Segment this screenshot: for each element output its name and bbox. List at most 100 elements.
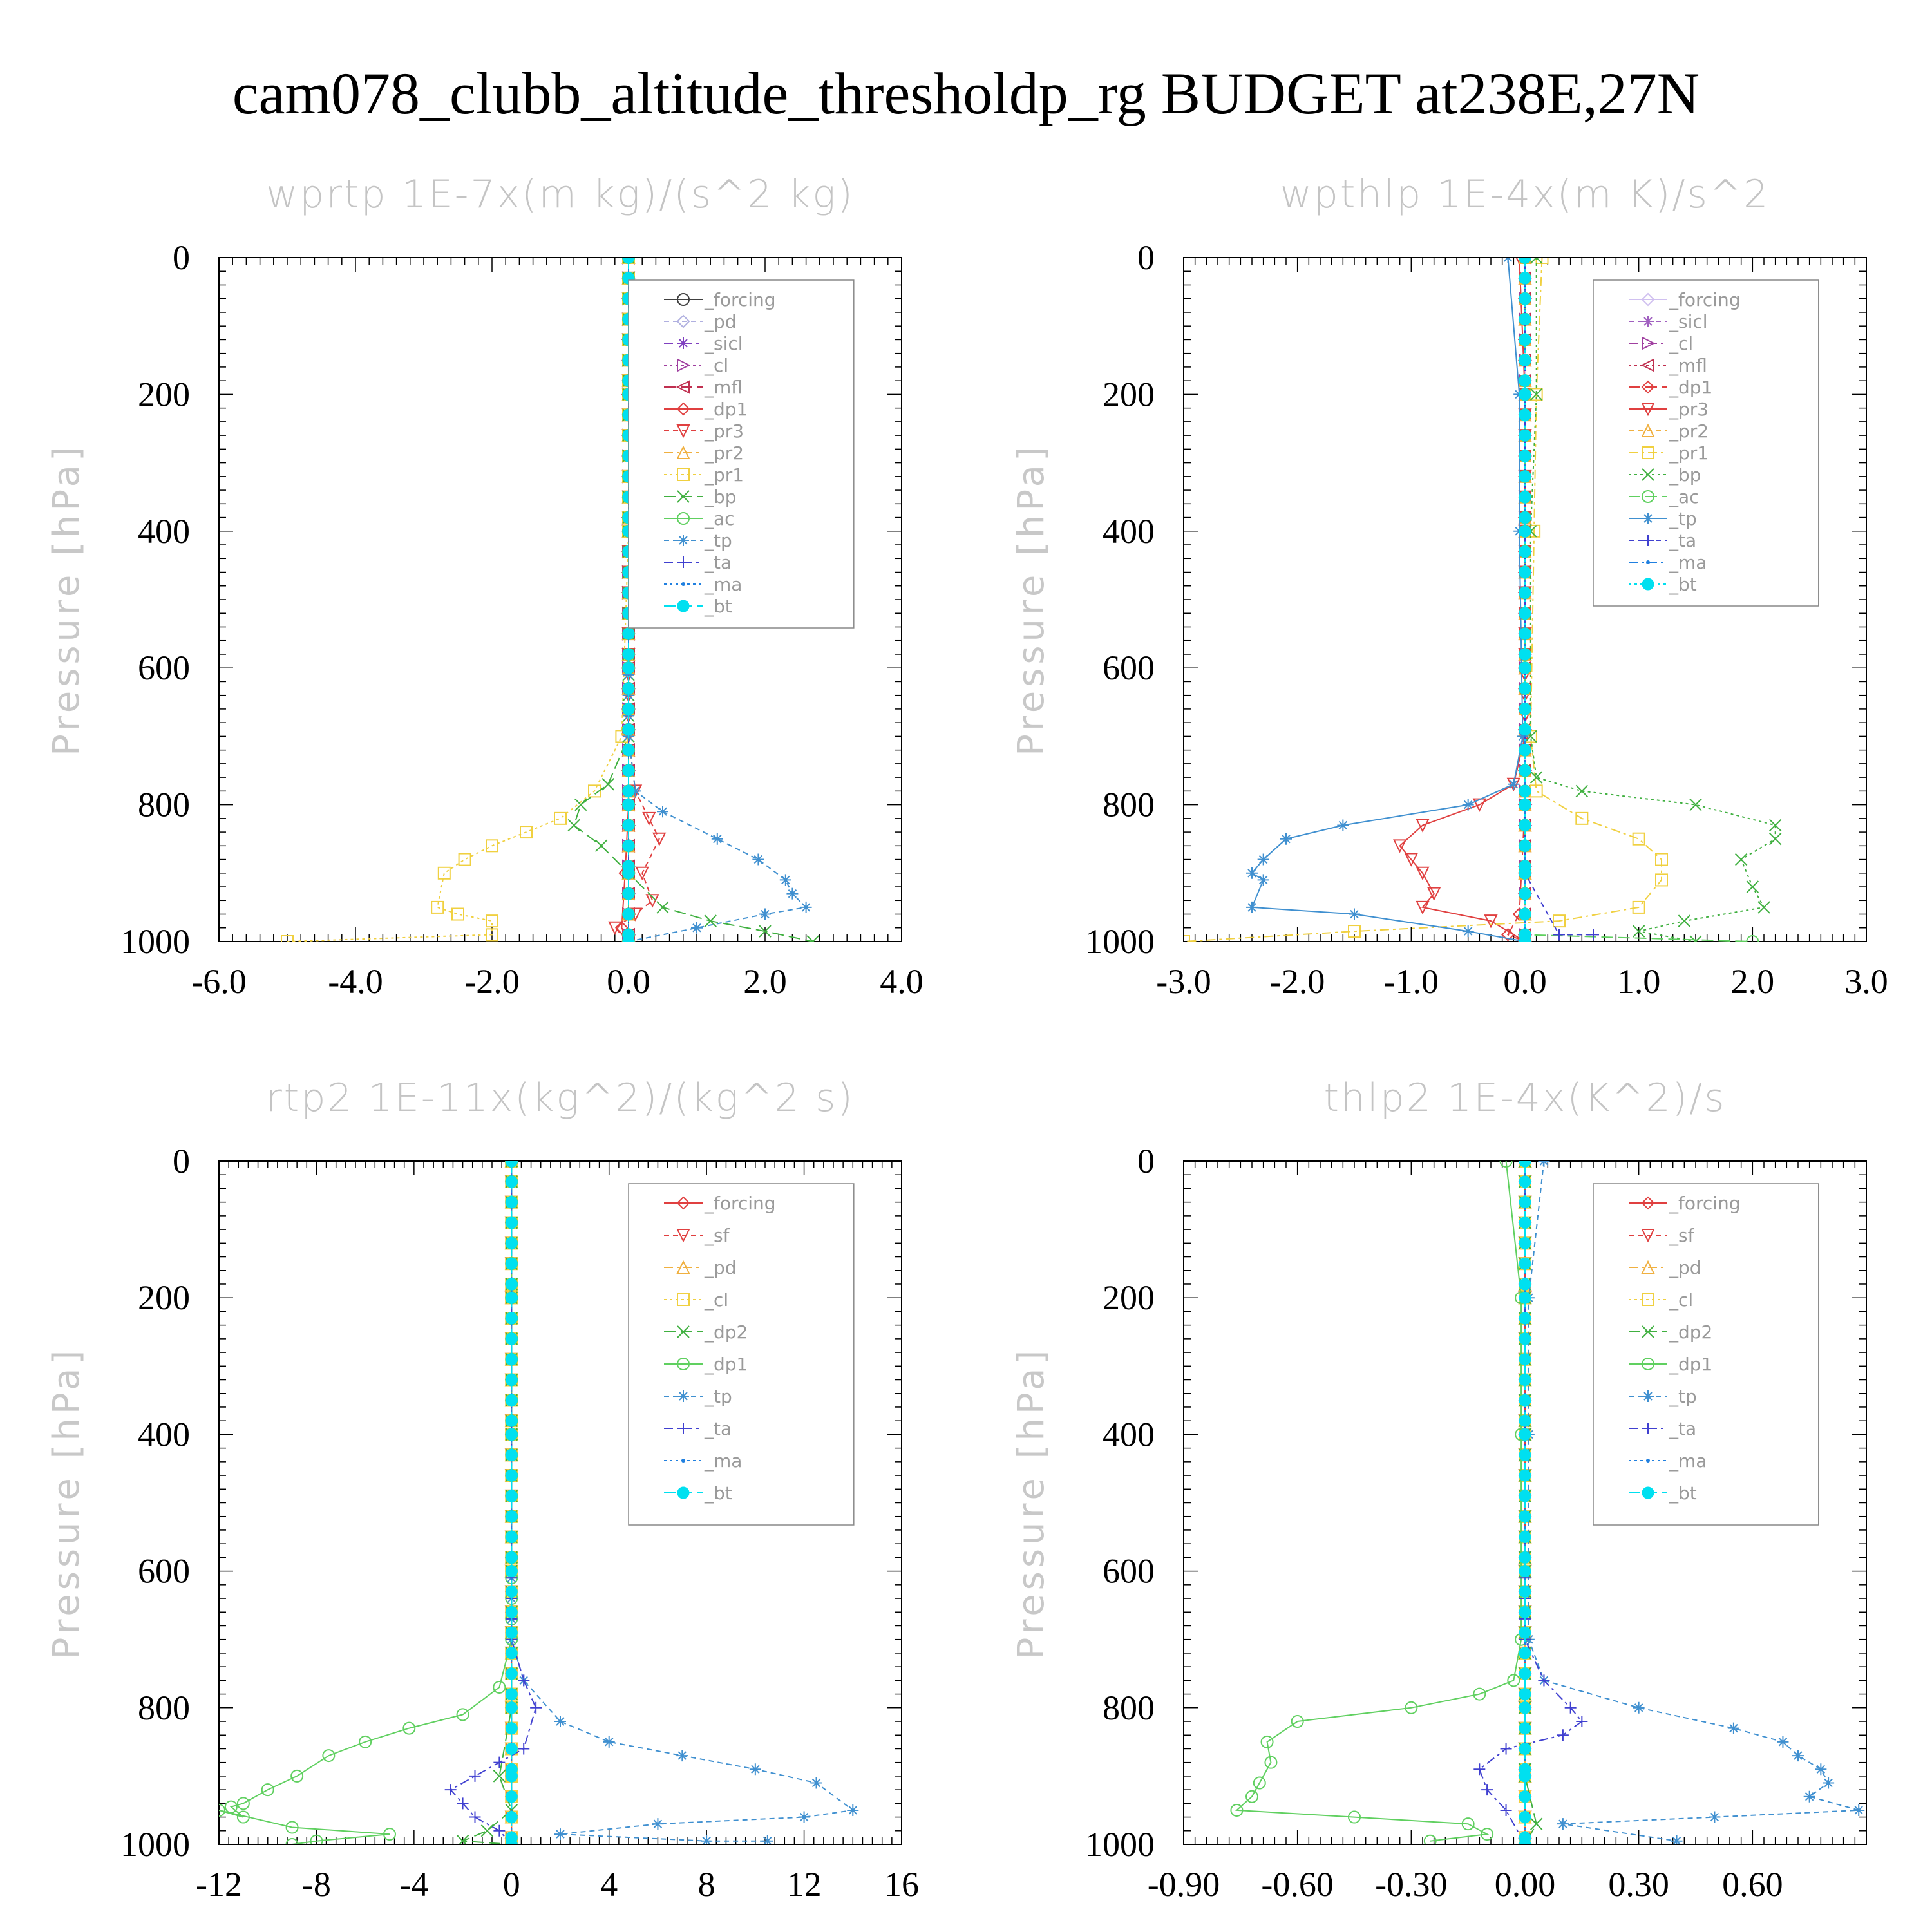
data-point <box>657 806 668 818</box>
legend-label: _pd <box>704 311 737 332</box>
data-point <box>676 1750 688 1762</box>
legend-box <box>1593 279 1819 607</box>
data-point <box>1519 723 1531 736</box>
y-tick-label: 200 <box>1103 1278 1155 1317</box>
x-tick-label: 4.0 <box>880 962 923 1001</box>
legend-label: _pr1 <box>704 464 744 486</box>
y-tick-label: 0 <box>1137 1142 1155 1180</box>
data-point <box>281 935 294 942</box>
x-tick-label: -4.0 <box>328 962 383 1001</box>
data-point <box>1519 1469 1531 1482</box>
data-point <box>1519 1585 1531 1598</box>
data-point <box>603 1736 615 1748</box>
legend-label: _pr3 <box>704 421 744 442</box>
data-point <box>493 1756 506 1768</box>
data-point <box>1416 900 1430 915</box>
data-point <box>1291 1715 1304 1728</box>
data-point <box>1632 832 1645 846</box>
data-point <box>622 908 635 921</box>
legend-marker <box>1641 1229 1655 1243</box>
legend-label: _pr2 <box>1669 421 1709 442</box>
data-point <box>701 1835 713 1844</box>
data-point <box>1393 839 1407 853</box>
data-point <box>1481 1828 1494 1841</box>
data-point <box>1416 819 1430 833</box>
legend-marker <box>1646 1459 1650 1463</box>
y-tick-label: 1000 <box>1085 922 1155 961</box>
data-point <box>505 1490 518 1502</box>
data-point <box>594 839 608 853</box>
data-point <box>752 853 764 866</box>
series-line <box>1399 258 1526 942</box>
legend-marker <box>681 1459 685 1463</box>
legend-label: _ta <box>704 1418 732 1439</box>
legend-marker <box>1642 513 1654 524</box>
legend-marker <box>677 1293 690 1306</box>
data-point <box>457 1797 469 1810</box>
data-point <box>1519 682 1531 695</box>
panel-title: thlp2 1E-4x(K^2)/s <box>1323 1075 1726 1121</box>
series-line <box>1528 1161 1859 1842</box>
y-tick-label: 400 <box>138 1415 190 1454</box>
legend-marker <box>676 380 690 394</box>
legend-label: _bt <box>1669 1482 1697 1504</box>
data-point <box>622 703 635 715</box>
legend-label: _pr3 <box>1669 399 1709 420</box>
data-point <box>236 1797 250 1810</box>
y-tick-label: 0 <box>1137 238 1155 277</box>
data-point <box>1501 927 1515 942</box>
data-point <box>1553 929 1565 941</box>
data-point <box>518 1743 530 1755</box>
data-point <box>1671 1835 1683 1844</box>
panel-title: wprtp 1E-7x(m kg)/(s^2 kg) <box>266 172 855 217</box>
data-point <box>623 668 634 681</box>
data-point <box>711 833 723 845</box>
x-tick-label: 16 <box>884 1865 919 1904</box>
data-point <box>1405 1701 1418 1714</box>
data-point <box>1519 1490 1531 1502</box>
data-point <box>505 1236 518 1249</box>
y-tick-label: 400 <box>1103 512 1155 551</box>
legend-label: _ma <box>1669 1450 1707 1472</box>
data-point <box>1519 1257 1531 1270</box>
data-point <box>1461 1817 1475 1831</box>
data-point <box>1260 1735 1274 1748</box>
data-point <box>1484 914 1498 929</box>
data-point <box>1519 627 1531 640</box>
legend-label: _mfl <box>704 377 743 398</box>
data-point <box>1678 914 1691 927</box>
data-point <box>1519 744 1531 757</box>
legend-marker <box>1642 446 1654 459</box>
series-area <box>1230 1161 1865 1844</box>
data-point <box>480 1824 494 1837</box>
x-tick-label: 4 <box>600 1865 618 1904</box>
data-point <box>1519 839 1531 852</box>
data-point <box>691 922 703 934</box>
data-point <box>1500 1743 1512 1755</box>
data-point <box>505 1161 518 1168</box>
x-tick-label: 8 <box>698 1865 715 1904</box>
legend-label: _cl <box>1669 1289 1693 1311</box>
data-point <box>1519 1332 1531 1345</box>
legend-marker <box>676 402 690 416</box>
data-point <box>622 682 635 695</box>
data-point <box>1519 1701 1531 1714</box>
data-point <box>1507 1674 1520 1687</box>
legend-label: _pr1 <box>1669 442 1709 464</box>
data-point <box>1519 545 1531 558</box>
data-point <box>505 1701 518 1714</box>
legend-marker <box>677 512 690 525</box>
data-point <box>1462 925 1474 938</box>
data-point <box>554 1828 566 1841</box>
x-tick-label: -8 <box>302 1865 331 1904</box>
y-tick-label: 200 <box>138 1278 190 1317</box>
data-point <box>622 744 635 757</box>
data-point <box>622 627 635 640</box>
data-point <box>1481 1784 1493 1796</box>
data-point <box>1519 1790 1531 1803</box>
data-point <box>1230 1803 1244 1817</box>
data-point <box>1575 811 1589 825</box>
data-point <box>798 1811 810 1823</box>
x-tick-label: 0 <box>503 1865 520 1904</box>
legend-marker <box>1640 358 1654 372</box>
